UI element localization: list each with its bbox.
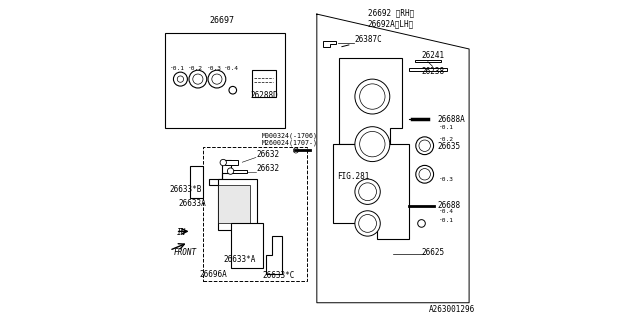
Text: 26688A: 26688A xyxy=(437,115,465,124)
Circle shape xyxy=(355,211,380,236)
Text: ⋅0.1: ⋅0.1 xyxy=(169,66,184,71)
Text: ⋅0.4: ⋅0.4 xyxy=(223,66,238,71)
Polygon shape xyxy=(209,160,231,185)
Text: ⋅0.4: ⋅0.4 xyxy=(439,209,454,214)
Text: 26697: 26697 xyxy=(209,16,234,25)
Text: 26632: 26632 xyxy=(257,164,280,173)
Circle shape xyxy=(355,79,390,114)
Circle shape xyxy=(212,74,222,84)
Text: 26692A〈LH〉: 26692A〈LH〉 xyxy=(367,20,414,29)
Text: ⋅0.2: ⋅0.2 xyxy=(188,66,202,71)
Text: 26288D: 26288D xyxy=(250,91,278,100)
Text: ⋅0.3: ⋅0.3 xyxy=(439,177,454,182)
Circle shape xyxy=(419,140,430,151)
Circle shape xyxy=(177,76,184,82)
Text: 26635: 26635 xyxy=(437,142,461,151)
Text: ⋅0.1: ⋅0.1 xyxy=(439,218,454,223)
Circle shape xyxy=(418,220,426,227)
Polygon shape xyxy=(339,59,403,144)
Text: 26633*C: 26633*C xyxy=(263,271,295,280)
Text: ⋅0.3: ⋅0.3 xyxy=(206,66,221,71)
Text: M260024(1707-): M260024(1707-) xyxy=(261,140,317,146)
Circle shape xyxy=(293,148,298,153)
Circle shape xyxy=(419,169,430,180)
Circle shape xyxy=(360,84,385,109)
Text: ⋅0.2: ⋅0.2 xyxy=(439,137,454,142)
Circle shape xyxy=(220,159,227,166)
Polygon shape xyxy=(218,179,257,230)
Text: FIG.281: FIG.281 xyxy=(337,172,370,181)
Text: 26387C: 26387C xyxy=(355,35,383,44)
Circle shape xyxy=(416,137,433,155)
Text: 26692 〈RH〉: 26692 〈RH〉 xyxy=(367,9,414,18)
Text: 26688: 26688 xyxy=(437,201,461,210)
Text: IN: IN xyxy=(177,228,186,237)
Circle shape xyxy=(358,215,376,232)
Text: FRONT: FRONT xyxy=(173,248,196,257)
Text: 26633*B: 26633*B xyxy=(170,185,202,194)
Text: 26633A: 26633A xyxy=(179,199,207,208)
Circle shape xyxy=(355,179,380,204)
Bar xyxy=(203,147,307,281)
Circle shape xyxy=(193,74,203,84)
Text: 26241: 26241 xyxy=(422,51,445,60)
Circle shape xyxy=(416,165,433,183)
Circle shape xyxy=(173,72,188,86)
Polygon shape xyxy=(415,60,440,62)
FancyBboxPatch shape xyxy=(164,33,285,128)
Text: M000324(-1706): M000324(-1706) xyxy=(261,133,317,139)
Polygon shape xyxy=(231,170,247,173)
Text: 26696A: 26696A xyxy=(200,270,227,279)
Bar xyxy=(252,69,276,97)
Circle shape xyxy=(358,183,376,201)
Polygon shape xyxy=(190,166,203,198)
Polygon shape xyxy=(323,41,336,47)
Circle shape xyxy=(229,86,237,94)
Text: 26632: 26632 xyxy=(257,150,280,159)
Polygon shape xyxy=(231,223,263,268)
Circle shape xyxy=(355,127,390,162)
Polygon shape xyxy=(225,160,237,165)
Text: 26238: 26238 xyxy=(422,67,445,76)
Circle shape xyxy=(189,70,207,88)
Polygon shape xyxy=(333,144,409,239)
Text: ⋅0.1: ⋅0.1 xyxy=(439,125,454,130)
Polygon shape xyxy=(409,68,447,71)
Text: 26625: 26625 xyxy=(422,248,445,257)
Circle shape xyxy=(360,132,385,157)
Circle shape xyxy=(227,168,234,174)
Circle shape xyxy=(208,70,226,88)
Text: 26633*A: 26633*A xyxy=(223,255,255,264)
Text: A263001296: A263001296 xyxy=(429,305,476,314)
Polygon shape xyxy=(266,236,282,274)
Polygon shape xyxy=(218,185,250,223)
